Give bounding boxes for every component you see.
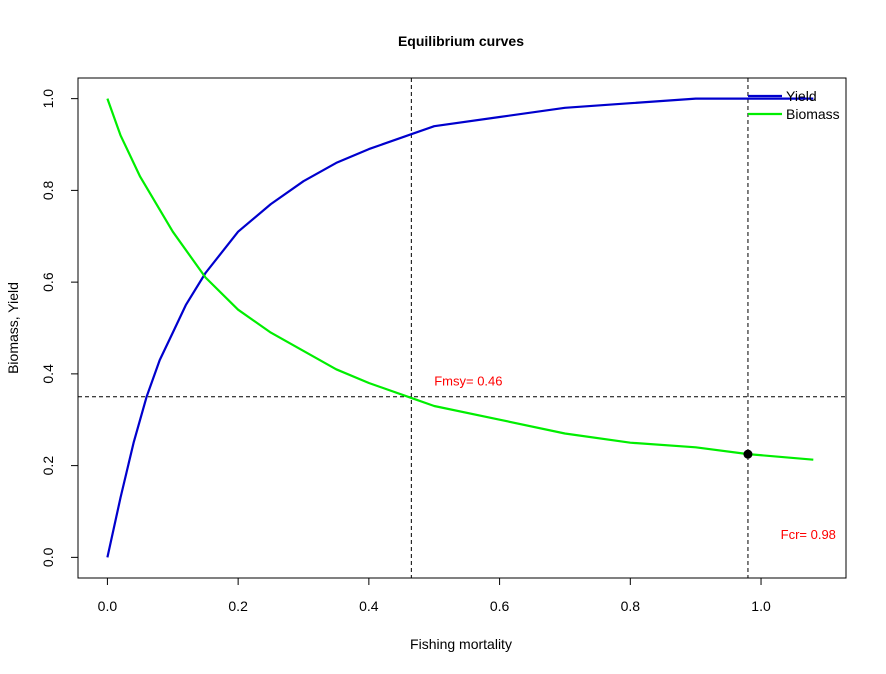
y-axis: 0.0 0.2 0.4 0.6 0.8 1.0 xyxy=(40,89,79,567)
x-axis: 0.0 0.2 0.4 0.6 0.8 1.0 xyxy=(98,577,771,614)
y-tick-label: 0.0 xyxy=(40,547,56,567)
x-axis-label: Fishing mortality xyxy=(410,636,512,652)
annotation-label-1: Fcr= 0.98 xyxy=(781,527,836,542)
y-tick-label: 0.4 xyxy=(40,364,56,384)
point-layer xyxy=(743,449,753,459)
y-axis-label: Biomass, Yield xyxy=(5,282,21,374)
x-tick-label: 0.6 xyxy=(490,598,510,614)
reference-lines xyxy=(78,78,846,578)
legend-label-yield: Yield xyxy=(786,88,817,104)
annotation-label-0: Fmsy= 0.46 xyxy=(434,373,502,388)
fcr-point-marker xyxy=(743,449,753,459)
y-tick-label: 0.2 xyxy=(40,456,56,476)
x-tick-label: 0.2 xyxy=(228,598,248,614)
series-layer xyxy=(106,97,814,558)
x-tick-label: 0.0 xyxy=(98,598,118,614)
legend-label-biomass: Biomass xyxy=(786,106,840,122)
x-tick-label: 1.0 xyxy=(751,598,771,614)
chart-title: Equilibrium curves xyxy=(398,33,524,49)
y-tick-label: 0.8 xyxy=(40,180,56,200)
series-line-biomass xyxy=(106,98,814,461)
y-tick-label: 0.6 xyxy=(40,272,56,292)
x-tick-label: 0.4 xyxy=(359,598,379,614)
y-tick-label: 1.0 xyxy=(40,89,56,109)
annotations: Fmsy= 0.46 Fcr= 0.98 xyxy=(434,373,836,542)
legend: Yield Biomass xyxy=(748,88,840,122)
series-line-yield xyxy=(106,97,814,558)
x-tick-label: 0.8 xyxy=(621,598,641,614)
